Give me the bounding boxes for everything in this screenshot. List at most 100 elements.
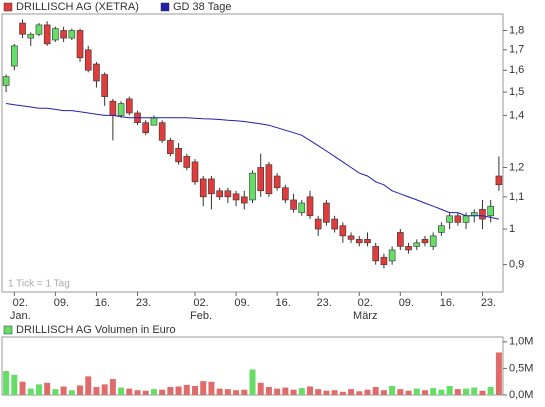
volume-bar [3, 371, 10, 395]
candle-body [76, 30, 84, 59]
volume-bar [85, 376, 92, 395]
candle-body [191, 161, 199, 183]
candle-body [487, 205, 494, 217]
candle-body [298, 202, 306, 213]
volume-bar [175, 386, 182, 395]
y-tick-label: 1,4 [509, 109, 524, 121]
candle-body [19, 22, 26, 35]
annotation: 1 Tick = 1 Tag [8, 279, 70, 290]
volume-bar [150, 389, 157, 395]
volume-bar [397, 389, 404, 395]
legend-label: GD 38 Tage [173, 1, 232, 13]
candle-body [372, 246, 379, 262]
volume-bar [323, 390, 330, 395]
candle-body [438, 225, 445, 233]
candle-body [35, 24, 43, 35]
y-tick-label: 1,8 [509, 24, 524, 36]
x-tick-label: 23. [481, 297, 496, 309]
volume-bar [101, 384, 108, 395]
x-tick-label: 02. [358, 297, 373, 309]
volume-bar [306, 386, 313, 395]
candle-body [109, 100, 117, 116]
volume-bar [364, 389, 371, 395]
candle-body [282, 187, 289, 201]
volume-bar [471, 387, 478, 395]
volume-bar [282, 387, 289, 395]
candle-body [380, 256, 388, 265]
volume-bar [77, 385, 84, 395]
candle-body [84, 49, 92, 71]
candle-body [364, 239, 371, 244]
y-tick-label: 1,0M [509, 336, 533, 348]
volume-bar [389, 385, 396, 395]
volume-bar [126, 388, 133, 395]
legend-swatch [160, 2, 170, 12]
volume-bar [249, 369, 256, 395]
legend-swatch [3, 325, 13, 335]
candle-body [347, 235, 355, 240]
volume-bar [331, 390, 338, 395]
candle-body [331, 218, 338, 230]
volume-bar [35, 384, 42, 395]
candle-body [167, 140, 174, 154]
volume-bar [438, 389, 445, 395]
candle-body [27, 33, 35, 39]
volume-bar [167, 387, 174, 395]
month-label: Jan. [10, 310, 31, 322]
volume-bar [27, 388, 34, 395]
candle-body [117, 103, 125, 116]
candle-body [257, 167, 265, 192]
y-tick-label: 1,1 [509, 191, 524, 203]
legend-swatch [3, 2, 13, 12]
candle-body [355, 239, 363, 244]
x-tick-label: 16. [95, 297, 110, 309]
volume-bar [216, 388, 223, 395]
y-tick-label: 1,2 [509, 161, 524, 173]
volume-bar [159, 389, 166, 395]
volume-bar [454, 389, 461, 395]
volume-bar [298, 388, 305, 395]
month-label: Feb. [190, 310, 212, 322]
moving-average-line [6, 103, 500, 220]
volume-bar [200, 381, 207, 395]
candle-body [126, 98, 133, 114]
volume-bar [372, 387, 379, 395]
month-label: März [353, 310, 377, 322]
x-tick-label: 23. [136, 297, 151, 309]
volume-bar [487, 387, 494, 395]
candle-body [462, 215, 470, 223]
candle-body [429, 235, 437, 247]
candle-body [421, 239, 429, 244]
candle-body [52, 28, 59, 41]
candle-body [224, 190, 232, 198]
volume-bar [142, 390, 149, 395]
candle-body [405, 246, 412, 251]
y-tick-label: 1,7 [509, 44, 524, 56]
candle-body [290, 199, 297, 210]
volume-bar [430, 388, 437, 395]
candle-body [101, 74, 108, 97]
x-tick-label: 09. [234, 297, 249, 309]
candle-body [11, 45, 18, 67]
y-tick-label: 0,9 [509, 259, 524, 271]
candle-body [413, 242, 421, 247]
candle-body [314, 218, 322, 230]
volume-bar [405, 390, 412, 395]
volume-bar [495, 352, 502, 395]
candle-body [216, 190, 223, 198]
volume-bar [68, 390, 75, 395]
volume-bar [463, 388, 470, 395]
candle-body [175, 148, 182, 163]
volume-bar [315, 389, 322, 395]
x-tick-label: 16. [440, 297, 455, 309]
x-tick-label: 09. [54, 297, 69, 309]
candle-body [479, 209, 486, 220]
candle-body [150, 117, 158, 126]
candle-body [208, 178, 215, 195]
volume-bar [11, 374, 18, 395]
volume-bar [183, 384, 190, 395]
volume-bar [421, 390, 428, 395]
candle-body [158, 122, 166, 141]
y-tick-label: 0,0M [509, 389, 533, 401]
